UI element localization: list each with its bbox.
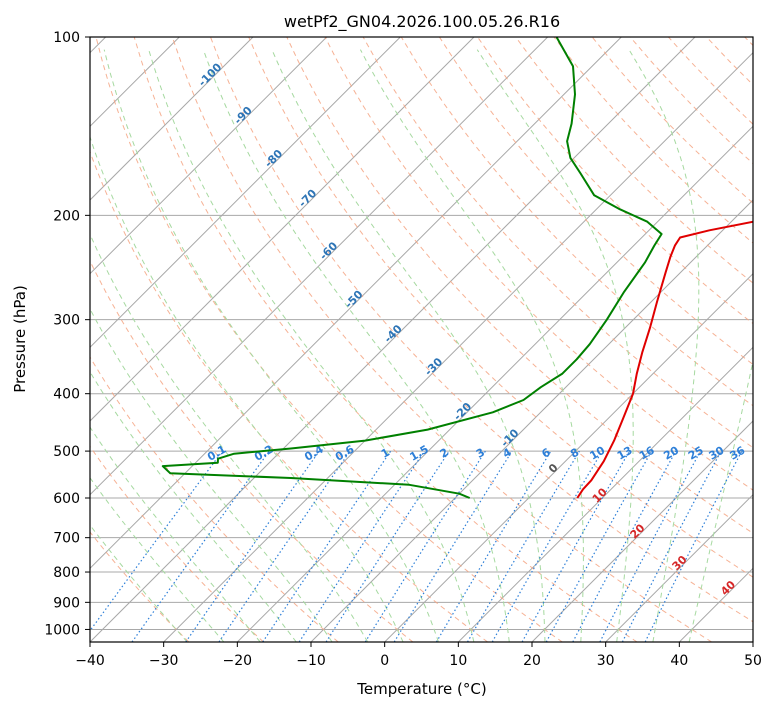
moist-adiabat — [148, 49, 475, 642]
y-tick-label: 1000 — [44, 622, 80, 638]
mixing-ratio-line — [131, 450, 270, 642]
x-tick-label: −10 — [296, 653, 326, 669]
moist-adiabat — [628, 49, 700, 642]
isotherm-gridline — [90, 37, 401, 349]
y-tick-label: 200 — [53, 208, 80, 224]
isotherm-gridline — [605, 493, 753, 642]
x-tick-label: −20 — [223, 653, 253, 669]
mixing-ratio-line — [90, 450, 223, 632]
isotherm-gridline — [531, 420, 753, 642]
y-tick-label: 600 — [53, 491, 80, 507]
y-tick-label: 700 — [53, 531, 80, 547]
isotherm-gridline — [90, 37, 549, 496]
isotherm-gridline — [90, 37, 622, 570]
mixing-ratio-line — [572, 450, 677, 642]
isotherm-gridline — [163, 51, 753, 642]
dry-adiabat — [90, 531, 190, 642]
y-axis-title: Pressure (hPa) — [11, 285, 29, 393]
y-tick-label: 400 — [53, 387, 80, 403]
dry-adiabat — [90, 259, 414, 642]
moist-adiabat — [103, 49, 439, 642]
moist-adiabat — [202, 49, 510, 642]
isotherm-gridline — [90, 37, 696, 642]
mixing-ratio-line — [545, 450, 653, 642]
x-tick-label: 20 — [523, 653, 541, 669]
y-tick-label: 900 — [53, 595, 80, 611]
moist-adiabat — [688, 358, 753, 642]
y-tick-label: 500 — [53, 444, 80, 460]
chart-title: wetPf2_GN04.2026.100.05.26.R16 — [284, 12, 560, 32]
dry-adiabat — [90, 356, 339, 642]
dewpoint-profile — [161, 37, 663, 499]
x-tick-label: −40 — [75, 653, 105, 669]
mixing-ratio-line — [185, 450, 320, 642]
mixing-ratio-line — [521, 450, 631, 642]
moist-adiabat — [476, 49, 634, 642]
dry-adiabat — [438, 37, 753, 366]
isotherm-gridline — [90, 37, 254, 201]
moist-adiabat — [271, 49, 546, 642]
temperature-profile — [576, 220, 753, 499]
axes: −40 −30 −20 −10 0 10 20 30 40 50 100 200 300 400 500 60… — [44, 30, 762, 669]
y-tick-label: 800 — [53, 565, 80, 581]
dry-adiabat — [400, 37, 753, 407]
mixing-ratio-line — [393, 450, 513, 642]
y-tick-label: 300 — [53, 313, 80, 329]
isotherm-gridline — [236, 125, 753, 642]
moist-adiabat — [359, 49, 584, 642]
mixing-ratio-line — [325, 450, 450, 642]
isotherm-gridline — [90, 37, 328, 275]
dry-adiabat — [90, 150, 488, 642]
dry-adiabat — [95, 37, 563, 642]
mixing-ratio-line — [298, 450, 425, 642]
dry-adiabat — [133, 37, 638, 642]
isotherm-gridline — [384, 272, 753, 642]
mixing-ratio-line — [262, 450, 392, 642]
plot-frame — [89, 36, 754, 643]
x-tick-label: 0 — [380, 653, 389, 669]
dry-adiabat — [515, 37, 753, 284]
x-tick-label: 40 — [670, 653, 688, 669]
x-tick-label: 10 — [449, 653, 467, 669]
mixing-ratio-line — [644, 450, 743, 642]
x-tick-label: 30 — [597, 653, 615, 669]
moist-adiabat — [90, 370, 297, 642]
dry-adiabat — [171, 37, 712, 642]
isotherm-gridline — [90, 37, 475, 422]
x-tick-label: −30 — [149, 653, 179, 669]
dry-adiabat — [90, 445, 264, 642]
dry-adiabat — [210, 37, 753, 623]
x-axis-title: Temperature (°C) — [356, 680, 486, 698]
isotherm-gridline — [457, 346, 753, 642]
x-tick-label: 50 — [744, 653, 762, 669]
dry-adiabat — [248, 37, 753, 578]
y-tick-label: 100 — [53, 30, 80, 46]
mixing-ratio-line — [218, 450, 351, 642]
moist-adiabat — [90, 135, 404, 642]
dry-adiabat — [286, 37, 753, 534]
